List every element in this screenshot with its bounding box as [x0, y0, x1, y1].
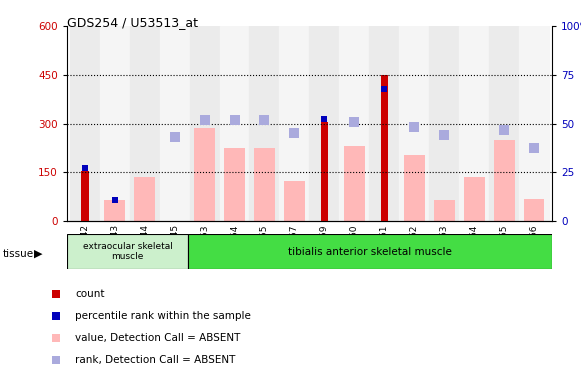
Bar [284, 181, 305, 221]
Text: ▶: ▶ [34, 249, 42, 259]
Bar [381, 75, 388, 221]
Bar [429, 26, 459, 221]
Bar [254, 148, 275, 221]
Bar [344, 146, 365, 221]
Bar [523, 199, 544, 221]
Bar [70, 26, 100, 221]
Text: count: count [76, 289, 105, 299]
Text: extraocular skeletal
muscle: extraocular skeletal muscle [83, 242, 173, 261]
Text: rank, Detection Call = ABSENT: rank, Detection Call = ABSENT [76, 355, 236, 365]
Bar [188, 234, 552, 269]
Bar [279, 26, 309, 221]
Bar [100, 26, 130, 221]
Text: GDS254 / U53513_at: GDS254 / U53513_at [67, 16, 198, 30]
Bar [321, 122, 328, 221]
Bar [134, 178, 155, 221]
Bar [81, 171, 88, 221]
Bar [433, 200, 454, 221]
Bar [399, 26, 429, 221]
Bar [404, 154, 425, 221]
Bar [194, 128, 215, 221]
Bar [339, 26, 370, 221]
Bar [370, 26, 399, 221]
Bar [519, 26, 549, 221]
Bar [67, 234, 188, 269]
Bar [493, 140, 515, 221]
Text: percentile rank within the sample: percentile rank within the sample [76, 311, 251, 321]
Bar [220, 26, 249, 221]
Bar [104, 200, 125, 221]
Text: tibialis anterior skeletal muscle: tibialis anterior skeletal muscle [288, 247, 452, 257]
Bar [309, 26, 339, 221]
Bar [459, 26, 489, 221]
Bar [160, 26, 189, 221]
Bar [189, 26, 220, 221]
Bar [464, 178, 485, 221]
Text: value, Detection Call = ABSENT: value, Detection Call = ABSENT [76, 333, 241, 343]
Bar [130, 26, 160, 221]
Bar [489, 26, 519, 221]
Bar [249, 26, 279, 221]
Bar [224, 148, 245, 221]
Text: tissue: tissue [3, 249, 34, 259]
